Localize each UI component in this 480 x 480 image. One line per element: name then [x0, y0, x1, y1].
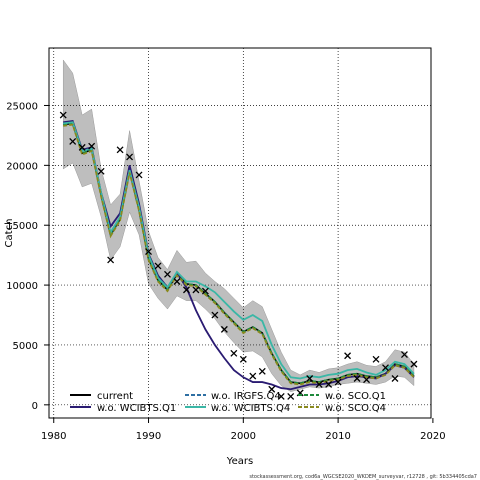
observed-point — [391, 375, 399, 382]
observed-point — [69, 137, 77, 145]
observed-point — [287, 392, 295, 400]
observed-point — [268, 385, 276, 393]
observed-point — [145, 248, 152, 256]
observed-point — [306, 375, 314, 382]
observed-point — [182, 286, 190, 294]
observed-point — [154, 262, 162, 270]
legend-item-w-o-sco-q4: w.o. SCO.Q4 — [298, 403, 386, 414]
y-tick-label: 15000 — [6, 221, 38, 232]
observed-point — [59, 111, 67, 119]
series-line-w-o-wcibts-q4 — [63, 121, 415, 380]
observed-point — [239, 355, 247, 363]
axes-layer: 1980 1990 2000 2010 2020 0 5000 10000 15000 20000… — [6, 101, 445, 442]
observed-point — [400, 351, 408, 358]
observed-point — [211, 311, 219, 319]
y-tick-label: 10000 — [6, 281, 38, 292]
observed-point — [258, 367, 266, 375]
source-caption: stockassessment.org, cod6a_WGCSE2020_WKD… — [249, 474, 477, 480]
observed-point — [135, 171, 143, 179]
x-tick-label: 2020 — [420, 431, 445, 442]
y-tick-label: 0 — [32, 401, 38, 412]
observed-point — [334, 378, 342, 386]
observed-point — [344, 352, 352, 360]
observed-points-layer — [59, 111, 418, 400]
legend-label: w.o. WCIBTS.Q4 — [211, 403, 290, 414]
observed-point — [192, 286, 200, 294]
x-tick-label: 1990 — [136, 431, 161, 442]
grid-layer — [49, 48, 431, 418]
legend-label: w.o. SCO.Q4 — [325, 403, 386, 414]
observed-point — [88, 142, 96, 150]
observed-point — [173, 278, 181, 285]
observed-point — [164, 270, 171, 278]
legend-item-w-o-wcibts-q4: w.o. WCIBTS.Q4 — [185, 403, 290, 414]
legend-item-w-o-irgfs-q4: w.o. IRGFS.Q4 — [185, 391, 281, 402]
y-tick-label: 20000 — [6, 161, 38, 172]
series-line-w-o-wcibts-q1 — [63, 120, 415, 391]
observed-point — [325, 381, 333, 388]
observed-point — [363, 376, 371, 384]
x-tick-label: 1980 — [41, 431, 66, 442]
observed-point — [126, 153, 134, 161]
observed-point — [116, 146, 124, 154]
observed-point — [249, 372, 257, 380]
y-axis-title: Catch — [4, 219, 15, 248]
observed-point — [78, 143, 86, 151]
observed-point — [97, 167, 105, 175]
observed-point — [220, 325, 228, 333]
legend-label: current — [97, 391, 133, 402]
observed-point — [201, 287, 209, 295]
y-tick-label: 5000 — [13, 341, 38, 352]
legend-label: w.o. IRGFS.Q4 — [211, 391, 281, 402]
x-tick-label: 2000 — [231, 431, 256, 442]
observed-point — [382, 364, 389, 372]
series-line-w-o-sco-q4 — [63, 123, 415, 386]
observed-point — [372, 355, 380, 363]
observed-point — [315, 381, 323, 388]
series-layer — [63, 120, 415, 391]
observed-point — [410, 360, 418, 368]
observed-point — [107, 256, 115, 264]
x-axis-title: Years — [226, 456, 253, 467]
y-tick-label: 25000 — [6, 101, 38, 112]
legend-label: w.o. SCO.Q1 — [325, 391, 386, 402]
legend-item-current: current — [70, 391, 133, 402]
observed-point — [353, 375, 361, 382]
legend-item-w-o-sco-q1: w.o. SCO.Q1 — [298, 391, 386, 402]
observed-point — [277, 392, 285, 400]
confidence-band — [62, 59, 415, 392]
legend-label: w.o. WCIBTS.Q1 — [97, 403, 176, 414]
confidence-band-layer — [62, 59, 415, 392]
observed-point — [230, 349, 238, 357]
legend-item-w-o-wcibts-q1: w.o. WCIBTS.Q1 — [70, 403, 176, 414]
plot-frame — [48, 47, 432, 419]
x-tick-label: 2010 — [325, 431, 350, 442]
